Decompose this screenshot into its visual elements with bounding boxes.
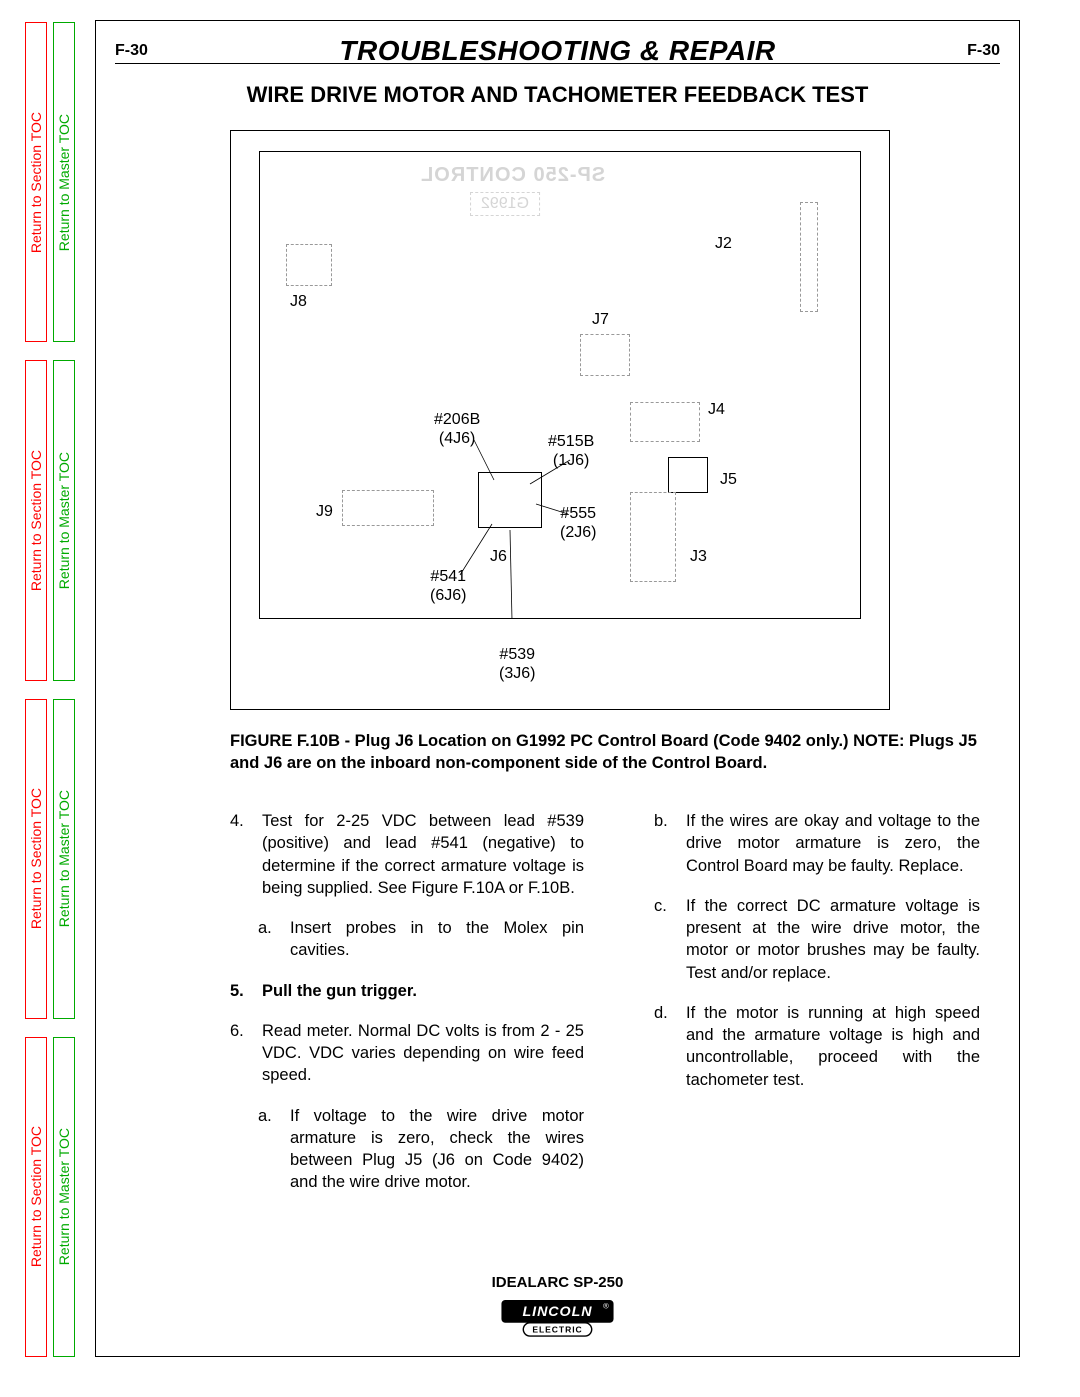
- return-section-toc[interactable]: Return to Section TOC: [25, 360, 47, 680]
- tab-pair-2: Return to Section TOC Return to Master T…: [25, 360, 79, 680]
- figure-f10b: SP-250 CONTROL G1992 J2 J8 J7 J4 J5 J9 J…: [230, 130, 890, 710]
- conn-j7-icon: [580, 334, 630, 376]
- label-j7: J7: [592, 310, 609, 329]
- step-text: If the wires are okay and voltage to the…: [686, 810, 980, 877]
- sub-letter: b.: [654, 810, 676, 877]
- svg-text:LINCOLN: LINCOLN: [523, 1304, 593, 1320]
- label-j4: J4: [708, 400, 725, 419]
- label-206b: #206B (4J6): [434, 410, 480, 448]
- return-master-toc[interactable]: Return to Master TOC: [53, 699, 75, 1019]
- sub-letter: a.: [258, 1105, 280, 1194]
- step-number: 6.: [230, 1020, 252, 1087]
- tab-pair-1: Return to Section TOC Return to Master T…: [25, 22, 79, 342]
- step-number: 5.: [230, 980, 252, 1002]
- svg-text:®: ®: [603, 1302, 609, 1311]
- step-6b: b. If the wires are okay and voltage to …: [626, 810, 980, 877]
- label-555: #555 (2J6): [560, 504, 596, 542]
- page-subtitle: WIRE DRIVE MOTOR AND TACHOMETER FEEDBACK…: [115, 82, 1000, 108]
- step-text: Test for 2-25 VDC between lead #539 (pos…: [262, 810, 584, 899]
- step-5: 5. Pull the gun trigger.: [230, 980, 584, 1002]
- label-j8: J8: [290, 292, 307, 311]
- label-j9: J9: [316, 502, 333, 521]
- return-section-toc[interactable]: Return to Section TOC: [25, 22, 47, 342]
- return-section-toc[interactable]: Return to Section TOC: [25, 1037, 47, 1357]
- header-rule: [115, 63, 1000, 64]
- tab-pair-3: Return to Section TOC Return to Master T…: [25, 699, 79, 1019]
- return-master-toc[interactable]: Return to Master TOC: [53, 1037, 75, 1357]
- step-6c: c. If the correct DC armature voltage is…: [626, 895, 980, 984]
- label-539: #539 (3J6): [499, 645, 535, 683]
- label-j3: J3: [690, 547, 707, 566]
- step-text: Insert probes in to the Molex pin caviti…: [290, 917, 584, 962]
- label-j6: J6: [490, 547, 507, 566]
- board-silk-code: G1992: [470, 192, 540, 216]
- right-column: b. If the wires are okay and voltage to …: [626, 810, 980, 1212]
- step-text: If the motor is running at high speed an…: [686, 1002, 980, 1091]
- conn-j3-icon: [630, 492, 676, 582]
- step-6a: a. If voltage to the wire drive motor ar…: [230, 1105, 584, 1194]
- label-541: #541 (6J6): [430, 567, 466, 605]
- side-nav-tabs: Return to Section TOC Return to Master T…: [25, 22, 79, 1357]
- body-columns: 4. Test for 2-25 VDC between lead #539 (…: [230, 810, 980, 1212]
- svg-text:ELECTRIC: ELECTRIC: [532, 1324, 582, 1334]
- step-6d: d. If the motor is running at high speed…: [626, 1002, 980, 1091]
- page-footer: IDEALARC SP-250 LINCOLN ® ELECTRIC: [95, 1274, 1020, 1342]
- sub-letter: a.: [258, 917, 280, 962]
- sub-letter: c.: [654, 895, 676, 984]
- sub-letter: d.: [654, 1002, 676, 1091]
- return-master-toc[interactable]: Return to Master TOC: [53, 360, 75, 680]
- leader-lines-icon: [260, 152, 860, 618]
- figure-caption: FIGURE F.10B - Plug J6 Location on G1992…: [230, 730, 980, 775]
- step-text: If voltage to the wire drive motor armat…: [290, 1105, 584, 1194]
- label-j5: J5: [720, 470, 737, 489]
- step-4a: a. Insert probes in to the Molex pin cav…: [230, 917, 584, 962]
- board-silk-title: SP-250 CONTROL: [420, 164, 605, 187]
- tab-pair-4: Return to Section TOC Return to Master T…: [25, 1037, 79, 1357]
- conn-j4-icon: [630, 402, 700, 442]
- step-text: Read meter. Normal DC volts is from 2 - …: [262, 1020, 584, 1087]
- step-number: 4.: [230, 810, 252, 899]
- conn-j5-icon: [668, 457, 708, 493]
- return-section-toc[interactable]: Return to Section TOC: [25, 699, 47, 1019]
- label-j2: J2: [715, 234, 732, 253]
- label-515b: #515B (1J6): [548, 432, 594, 470]
- step-4: 4. Test for 2-25 VDC between lead #539 (…: [230, 810, 584, 899]
- return-master-toc[interactable]: Return to Master TOC: [53, 22, 75, 342]
- step-6: 6. Read meter. Normal DC volts is from 2…: [230, 1020, 584, 1087]
- step-text: Pull the gun trigger.: [262, 980, 584, 1002]
- page-number-left: F-30: [115, 42, 148, 60]
- board-outline: SP-250 CONTROL G1992 J2 J8 J7 J4 J5 J9 J…: [259, 151, 861, 619]
- page-number-right: F-30: [967, 42, 1000, 60]
- model-name: IDEALARC SP-250: [95, 1274, 1020, 1291]
- step-text: If the correct DC armature voltage is pr…: [686, 895, 980, 984]
- conn-j9-icon: [342, 490, 434, 526]
- left-column: 4. Test for 2-25 VDC between lead #539 (…: [230, 810, 584, 1212]
- conn-j2-icon: [800, 202, 818, 312]
- conn-j8-icon: [286, 244, 332, 286]
- conn-j6-icon: [478, 472, 542, 528]
- lincoln-electric-logo-icon: LINCOLN ® ELECTRIC: [500, 1299, 615, 1337]
